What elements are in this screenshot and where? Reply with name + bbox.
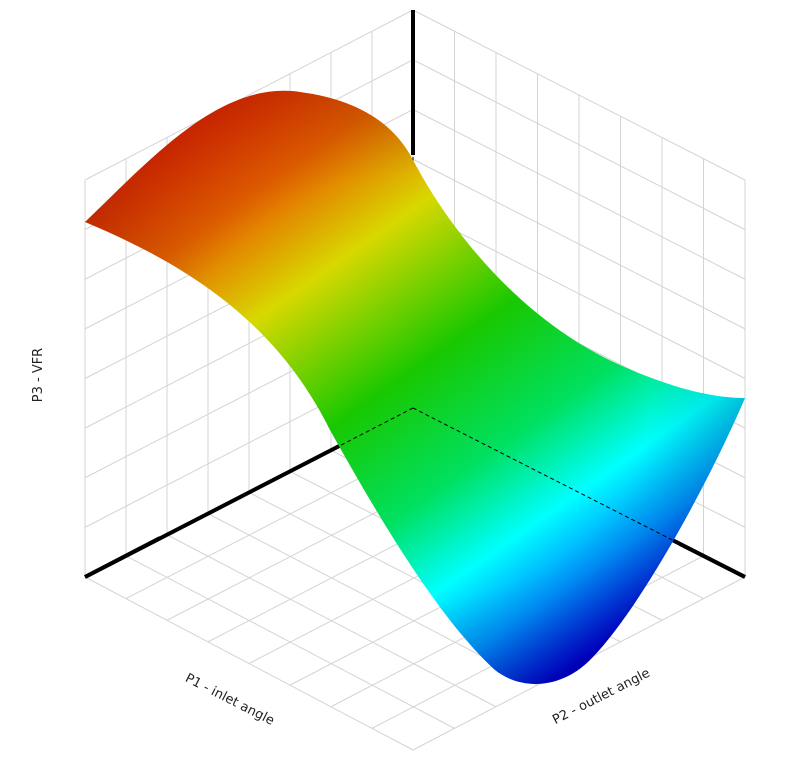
axis-line [84,536,161,579]
grid-line [412,158,746,330]
grid-line [412,9,746,181]
axis-line [679,542,746,579]
grid-line [412,109,746,280]
grid-line [84,9,414,181]
grid-line [412,59,746,231]
axis-line [84,407,414,578]
grid-line [412,208,746,379]
x-axis-label: P1 - inlet angle [183,671,277,729]
z-axis-label: P3 - VFR [31,348,46,402]
surface-shading [85,90,745,684]
